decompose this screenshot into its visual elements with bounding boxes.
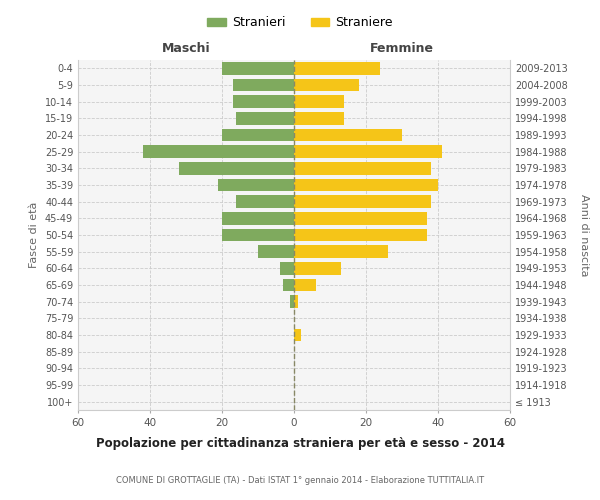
Bar bbox=[218, 179, 294, 192]
Bar bbox=[236, 112, 294, 124]
Bar bbox=[294, 179, 438, 192]
Bar bbox=[236, 196, 294, 208]
Y-axis label: Anni di nascita: Anni di nascita bbox=[579, 194, 589, 276]
Text: Femmine: Femmine bbox=[370, 42, 434, 55]
Bar bbox=[294, 146, 442, 158]
Bar bbox=[294, 262, 341, 274]
Bar bbox=[294, 62, 380, 74]
Bar bbox=[222, 129, 294, 141]
Text: Maschi: Maschi bbox=[161, 42, 211, 55]
Bar bbox=[143, 146, 294, 158]
Bar bbox=[222, 229, 294, 241]
Y-axis label: Fasce di età: Fasce di età bbox=[29, 202, 39, 268]
Bar bbox=[290, 296, 294, 308]
Bar bbox=[294, 129, 402, 141]
Bar bbox=[222, 62, 294, 74]
Bar bbox=[294, 229, 427, 241]
Bar bbox=[294, 96, 344, 108]
Bar bbox=[283, 279, 294, 291]
Bar bbox=[233, 96, 294, 108]
Bar bbox=[294, 112, 344, 124]
Bar bbox=[294, 329, 301, 341]
Bar bbox=[258, 246, 294, 258]
Bar bbox=[294, 246, 388, 258]
Text: COMUNE DI GROTTAGLIE (TA) - Dati ISTAT 1° gennaio 2014 - Elaborazione TUTTITALIA: COMUNE DI GROTTAGLIE (TA) - Dati ISTAT 1… bbox=[116, 476, 484, 485]
Bar bbox=[179, 162, 294, 174]
Bar bbox=[294, 296, 298, 308]
Text: Popolazione per cittadinanza straniera per età e sesso - 2014: Popolazione per cittadinanza straniera p… bbox=[95, 437, 505, 450]
Bar bbox=[294, 162, 431, 174]
Bar bbox=[294, 279, 316, 291]
Legend: Stranieri, Straniere: Stranieri, Straniere bbox=[202, 11, 398, 34]
Bar bbox=[280, 262, 294, 274]
Bar bbox=[222, 212, 294, 224]
Bar bbox=[294, 196, 431, 208]
Bar bbox=[233, 79, 294, 92]
Bar bbox=[294, 79, 359, 92]
Bar bbox=[294, 212, 427, 224]
